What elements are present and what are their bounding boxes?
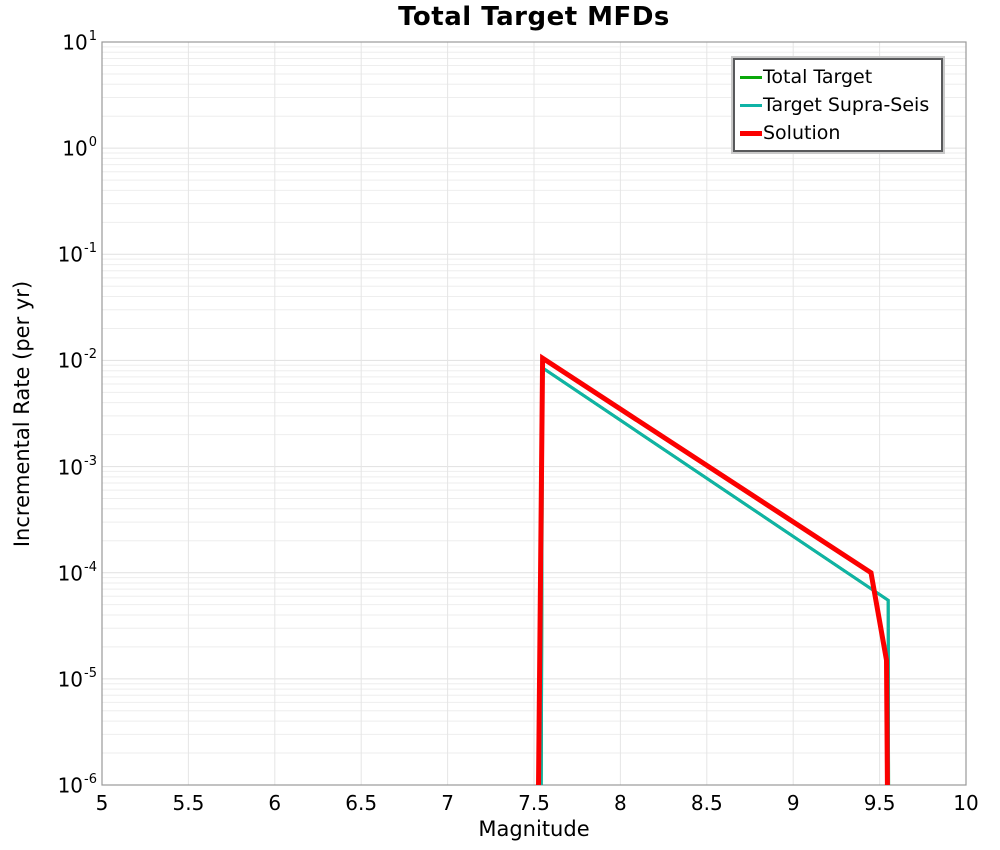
legend-label-total-target: Total Target (763, 66, 873, 88)
y-tick-label: 10-6 (57, 772, 97, 798)
legend: Total Target Target Supra-Seis Solution (731, 56, 945, 154)
y-tick-label: 10-3 (57, 453, 97, 480)
x-tick-label: 5 (95, 791, 109, 815)
x-tick-label: 5.5 (172, 791, 205, 815)
y-tick-label: 10-1 (57, 241, 97, 267)
plot-frame (101, 41, 967, 786)
series-line-solution (536, 353, 890, 785)
x-tick-label: 8.5 (690, 791, 723, 815)
x-tick-label: 7.5 (518, 791, 550, 815)
x-tick-label: 7 (441, 791, 454, 815)
x-tick-label: 6.5 (345, 791, 378, 815)
x-tick-label: 6 (268, 791, 282, 815)
x-tick-label: 8 (614, 791, 627, 815)
legend-label-solution: Solution (763, 122, 841, 144)
y-tick-label: 100 (62, 135, 97, 161)
x-tick-label: 10 (953, 791, 979, 815)
x-axis-title: Magnitude (478, 817, 590, 841)
y-axis-title: Incremental Rate (per yr) (10, 280, 34, 548)
y-tick-label: 10-4 (57, 559, 97, 586)
series-line-total-target (539, 365, 891, 785)
legend-label-target-supra-seis: Target Supra-Seis (763, 94, 930, 116)
legend-item-solution: Solution (740, 119, 936, 147)
x-tick-label: 9.5 (863, 791, 896, 815)
legend-swatch-solution (740, 130, 762, 136)
chart-title: Total Target MFDs (398, 2, 670, 32)
legend-swatch-total-target (740, 75, 762, 79)
y-tick-label: 10-2 (57, 347, 97, 374)
legend-item-target-supra-seis: Target Supra-Seis (740, 91, 936, 119)
y-tick-label: 101 (62, 29, 97, 55)
legend-swatch-target-supra-seis (740, 103, 762, 107)
series-line-target-supra-seis (539, 365, 891, 785)
y-tick-label: 10-5 (57, 665, 97, 692)
legend-item-total-target: Total Target (740, 63, 936, 91)
x-tick-label: 9 (786, 791, 800, 815)
